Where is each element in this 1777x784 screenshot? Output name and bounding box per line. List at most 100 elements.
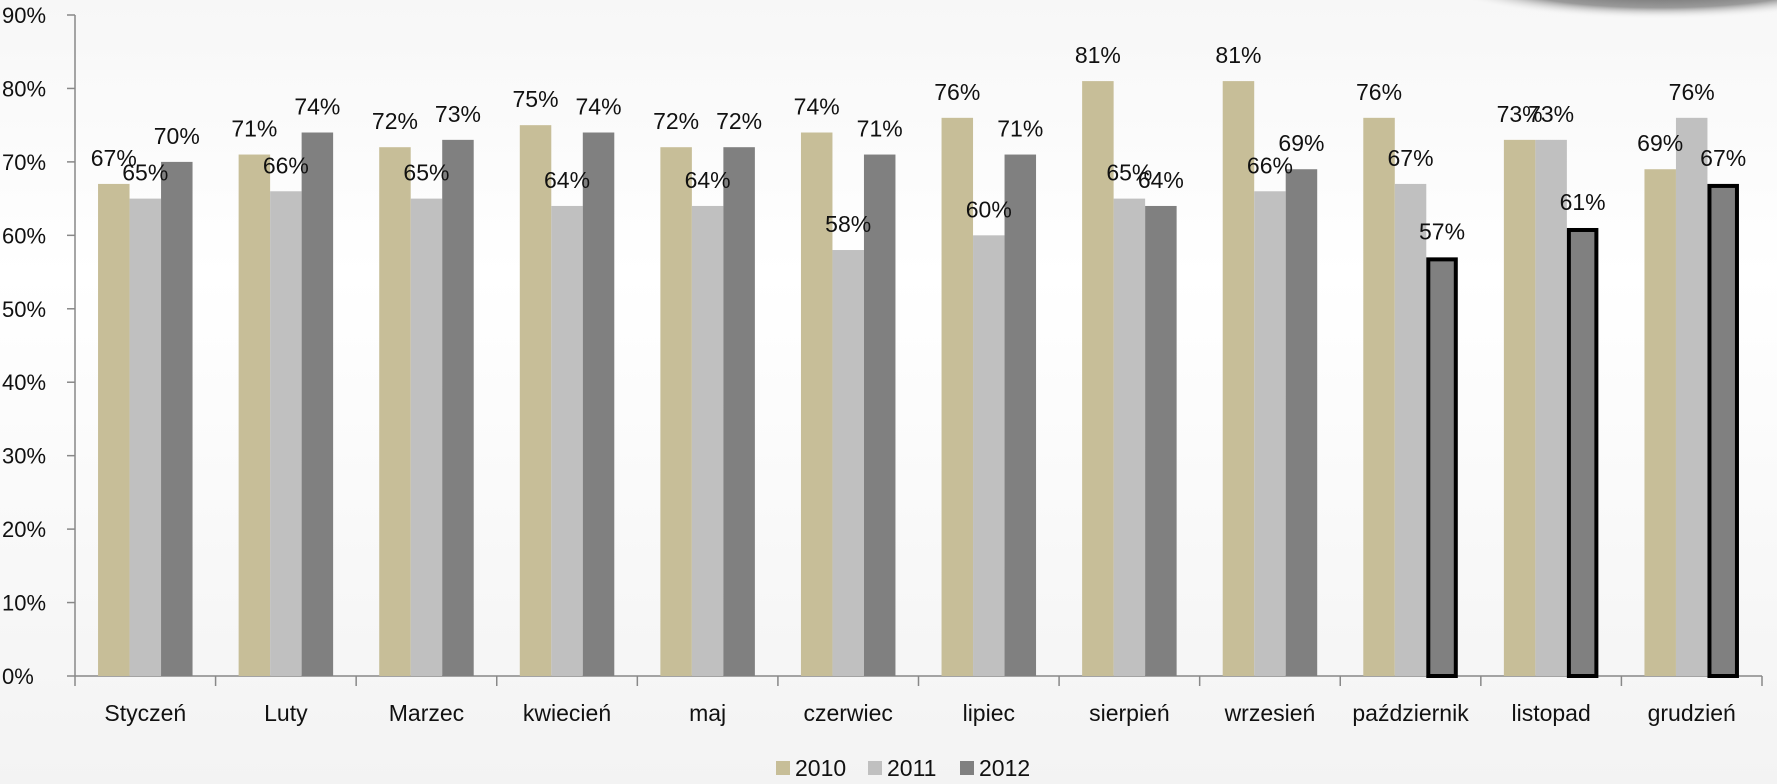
data-label-2012: 71% bbox=[997, 116, 1043, 142]
bar-2011 bbox=[1254, 191, 1286, 676]
data-label-2011: 60% bbox=[966, 196, 1012, 222]
data-label-2012: 61% bbox=[1560, 189, 1606, 215]
data-label-2010: 76% bbox=[1356, 79, 1402, 105]
data-label-2010: 69% bbox=[1637, 130, 1683, 156]
data-label-2010: 75% bbox=[513, 86, 559, 112]
y-tick-label: 0% bbox=[2, 664, 34, 689]
bar-2011 bbox=[1113, 198, 1146, 676]
data-label-2011: 64% bbox=[544, 167, 590, 193]
data-labels: 67%71% 72%75%72%74%76%81% 81%76%73%69%65% 6… bbox=[91, 42, 1746, 244]
bar-2012 bbox=[582, 132, 615, 676]
bar-2011 bbox=[832, 250, 864, 676]
bar-2010 bbox=[800, 132, 833, 676]
y-tick-label: 20% bbox=[2, 517, 46, 542]
data-label-2010: 73% bbox=[1497, 101, 1543, 127]
bar-2010 bbox=[660, 147, 692, 676]
y-tick-label: 70% bbox=[2, 150, 46, 175]
bar-2012-highlighted bbox=[1566, 227, 1599, 678]
data-label-2011: 67% bbox=[1388, 145, 1434, 171]
bar-2010 bbox=[1644, 169, 1676, 676]
data-label-2012: 57% bbox=[1419, 218, 1465, 244]
data-label-2011: 65% bbox=[403, 160, 449, 186]
x-category-label: październik bbox=[1352, 700, 1469, 726]
bar-2010 bbox=[519, 125, 552, 676]
data-label-2012: 74% bbox=[576, 94, 622, 120]
bar-2012 bbox=[863, 154, 896, 677]
data-label-2012: 72% bbox=[716, 108, 762, 134]
bar-2012 bbox=[301, 132, 334, 676]
x-category-label: grudzień bbox=[1648, 700, 1736, 726]
bar-2012-highlighted bbox=[1426, 257, 1458, 678]
x-category-label: Marzec bbox=[389, 700, 464, 726]
bar-2010 bbox=[941, 117, 974, 677]
data-label-2011: 65% bbox=[122, 160, 168, 186]
data-label-2011: 66% bbox=[263, 152, 309, 178]
bar-2011 bbox=[691, 205, 724, 676]
x-category-label: wrzesień bbox=[1224, 700, 1316, 726]
legend-label: 2010 bbox=[795, 755, 846, 781]
y-tick-label: 50% bbox=[2, 297, 46, 322]
y-tick-label: 90% bbox=[2, 3, 46, 28]
y-tick-label: 30% bbox=[2, 444, 46, 469]
y-tick-label: 10% bbox=[2, 591, 46, 616]
y-tick-label: 40% bbox=[2, 370, 46, 395]
bar-2010 bbox=[379, 147, 411, 676]
bar-2012 bbox=[1145, 205, 1177, 676]
bar-2012-highlighted bbox=[1707, 183, 1739, 679]
x-category-label: Luty bbox=[264, 700, 308, 726]
bar-2012 bbox=[1285, 169, 1318, 676]
x-axis: Styczeń Luty Marzec kwiecień maj czerwiec lipi… bbox=[74, 675, 1763, 726]
x-category-label: kwiecień bbox=[523, 700, 611, 726]
bar-2010 bbox=[1082, 81, 1114, 677]
x-category-label: maj bbox=[689, 700, 726, 726]
data-label-2011: 65% bbox=[1106, 160, 1152, 186]
bar-2011 bbox=[1535, 139, 1567, 676]
legend-label: 2012 bbox=[979, 755, 1030, 781]
y-tick-label: 60% bbox=[2, 223, 46, 248]
legend-swatch-2012 bbox=[960, 761, 974, 775]
data-label-2012: 74% bbox=[294, 94, 340, 120]
data-label-2011: 76% bbox=[1669, 79, 1715, 105]
data-label-2012: 67% bbox=[1700, 145, 1746, 171]
bar-2011 bbox=[551, 205, 583, 676]
data-label-2011: 58% bbox=[825, 211, 871, 237]
data-label-2012: 70% bbox=[154, 123, 200, 149]
bar-2010 bbox=[1503, 139, 1536, 676]
bars bbox=[98, 81, 1739, 679]
data-label-2011: 66% bbox=[1247, 152, 1293, 178]
bar-2010 bbox=[98, 183, 130, 676]
bar-2011 bbox=[270, 191, 302, 676]
x-category-label: listopad bbox=[1511, 700, 1590, 726]
legend: 2010 2011 2012 bbox=[776, 755, 1030, 781]
data-label-2012: 73% bbox=[435, 101, 481, 127]
bar-2011 bbox=[1675, 117, 1708, 677]
bar-2012 bbox=[161, 161, 193, 676]
data-label-2010: 74% bbox=[794, 94, 840, 120]
legend-label: 2011 bbox=[887, 755, 936, 781]
data-label-2011: 73% bbox=[1528, 101, 1574, 127]
bar-2012 bbox=[442, 139, 474, 676]
legend-swatch-2010 bbox=[776, 761, 790, 775]
bar-2010 bbox=[1363, 117, 1395, 677]
bar-2011 bbox=[973, 235, 1005, 677]
data-label-2010: 76% bbox=[934, 79, 980, 105]
legend-swatch-2011 bbox=[868, 761, 882, 775]
x-category-label: sierpień bbox=[1089, 700, 1170, 726]
x-category-label: lipiec bbox=[963, 700, 1015, 726]
data-label-2010: 71% bbox=[231, 116, 277, 142]
bar-2010 bbox=[238, 154, 271, 677]
bar-2012 bbox=[723, 147, 755, 676]
bar-2011 bbox=[410, 198, 443, 676]
data-label-2010: 81% bbox=[1215, 42, 1261, 68]
y-tick-label: 80% bbox=[2, 76, 46, 101]
data-label-2010: 72% bbox=[372, 108, 418, 134]
x-category-label: Styczeń bbox=[104, 700, 186, 726]
bar-2011 bbox=[129, 198, 162, 676]
bar-2010 bbox=[1222, 81, 1255, 677]
data-label-2010: 72% bbox=[653, 108, 699, 134]
decorative-corner-shape bbox=[1470, 0, 1777, 32]
data-label-2012: 71% bbox=[857, 116, 903, 142]
x-category-label: czerwiec bbox=[803, 700, 892, 726]
data-label-2012: 64% bbox=[1138, 167, 1184, 193]
data-label-2012: 69% bbox=[1278, 130, 1324, 156]
